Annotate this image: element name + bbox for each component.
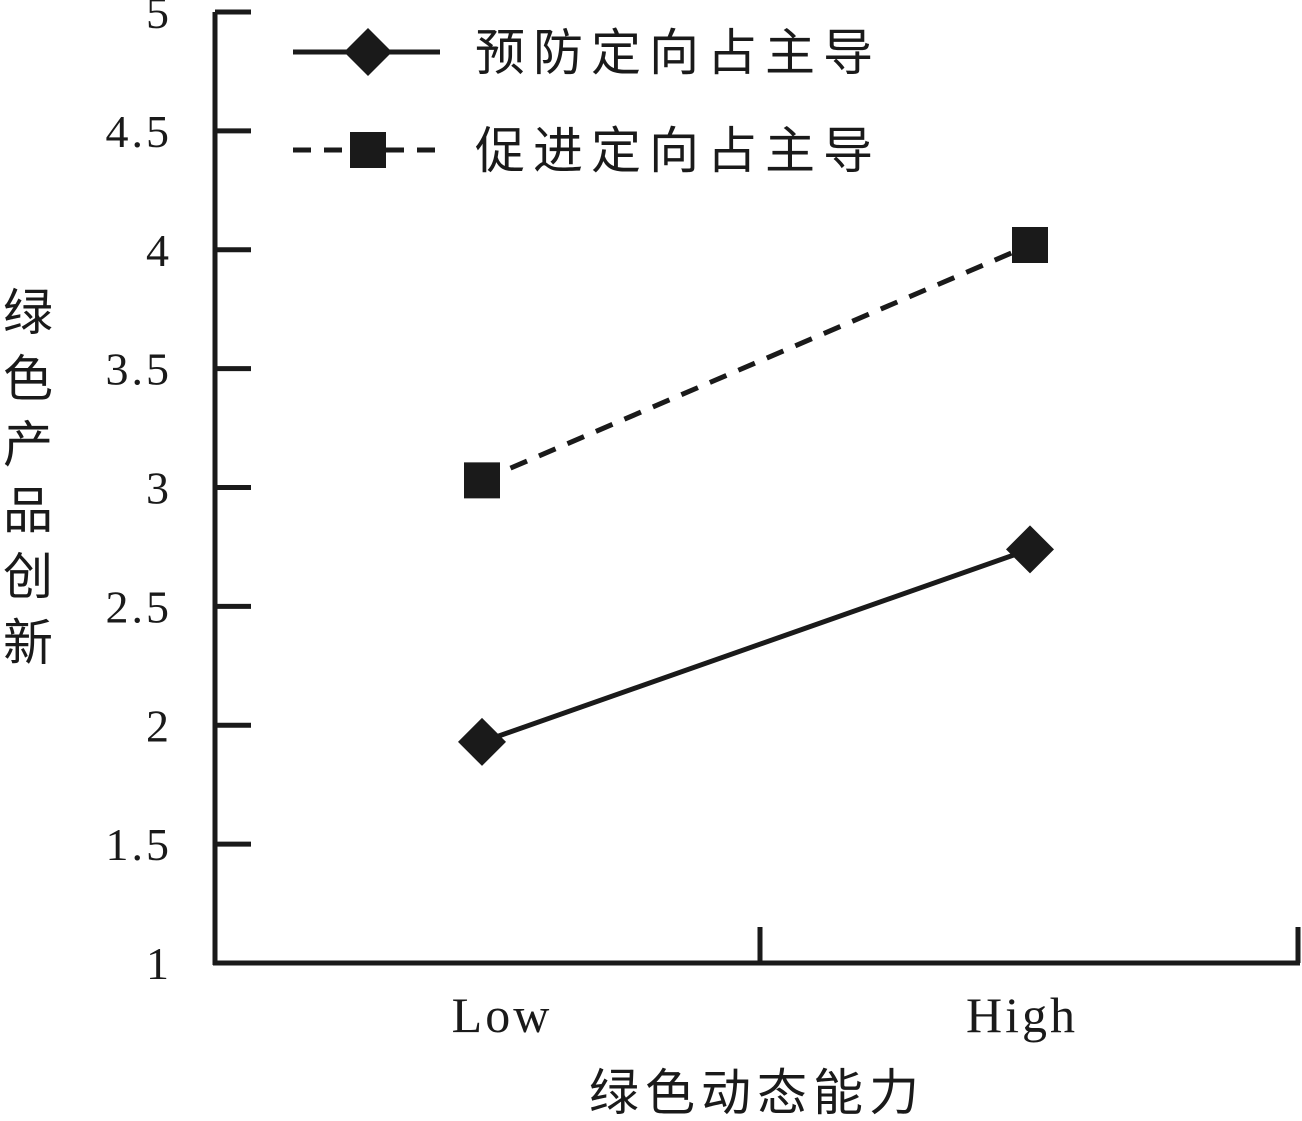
x-axis-title: 绿色动态能力 xyxy=(589,1065,925,1121)
series-layer xyxy=(458,226,1054,766)
x-axis-ticks: Low High xyxy=(452,927,1301,1043)
y-tick-label: 1 xyxy=(146,938,172,989)
y-tick-label: 3.5 xyxy=(106,344,173,395)
y-axis-title-char: 新 xyxy=(3,615,53,671)
y-axis-title-char: 绿 xyxy=(3,285,53,341)
legend-item-1: 预防定向占主导 xyxy=(293,25,881,81)
y-tick-label: 4.5 xyxy=(106,106,173,157)
series-line xyxy=(481,546,1031,745)
y-tick-label: 1.5 xyxy=(106,819,173,870)
series-point-diamond xyxy=(344,28,392,76)
legend-label: 预防定向占主导 xyxy=(475,25,881,81)
y-axis-title-char: 色 xyxy=(3,351,53,407)
x-tick-label: High xyxy=(966,987,1078,1043)
series-point-square xyxy=(1012,226,1048,263)
y-axis-title-char: 品 xyxy=(3,483,53,539)
series-line xyxy=(481,242,1031,483)
y-axis-title-char: 产 xyxy=(3,417,53,473)
y-tick-label: 5 xyxy=(146,0,172,38)
y-tick-label: 4 xyxy=(146,225,172,276)
x-tick-label: Low xyxy=(452,987,553,1043)
y-axis-title-char: 创 xyxy=(3,549,53,605)
series-point-diamond xyxy=(458,717,506,766)
y-axis-ticks: 1 1.5 2 2.5 3 3.5 4 4.5 5 xyxy=(106,0,251,989)
y-tick-label: 3 xyxy=(146,463,172,514)
series-point-diamond xyxy=(1006,525,1054,574)
series-1 xyxy=(458,525,1054,766)
y-tick-label: 2.5 xyxy=(106,581,173,632)
series-point-square xyxy=(350,132,386,168)
series-2 xyxy=(464,226,1048,499)
legend-label: 促进定向占主导 xyxy=(475,123,881,179)
y-tick-label: 2 xyxy=(146,700,172,751)
series-point-square xyxy=(464,462,500,499)
legend-item-2: 促进定向占主导 xyxy=(293,123,881,179)
